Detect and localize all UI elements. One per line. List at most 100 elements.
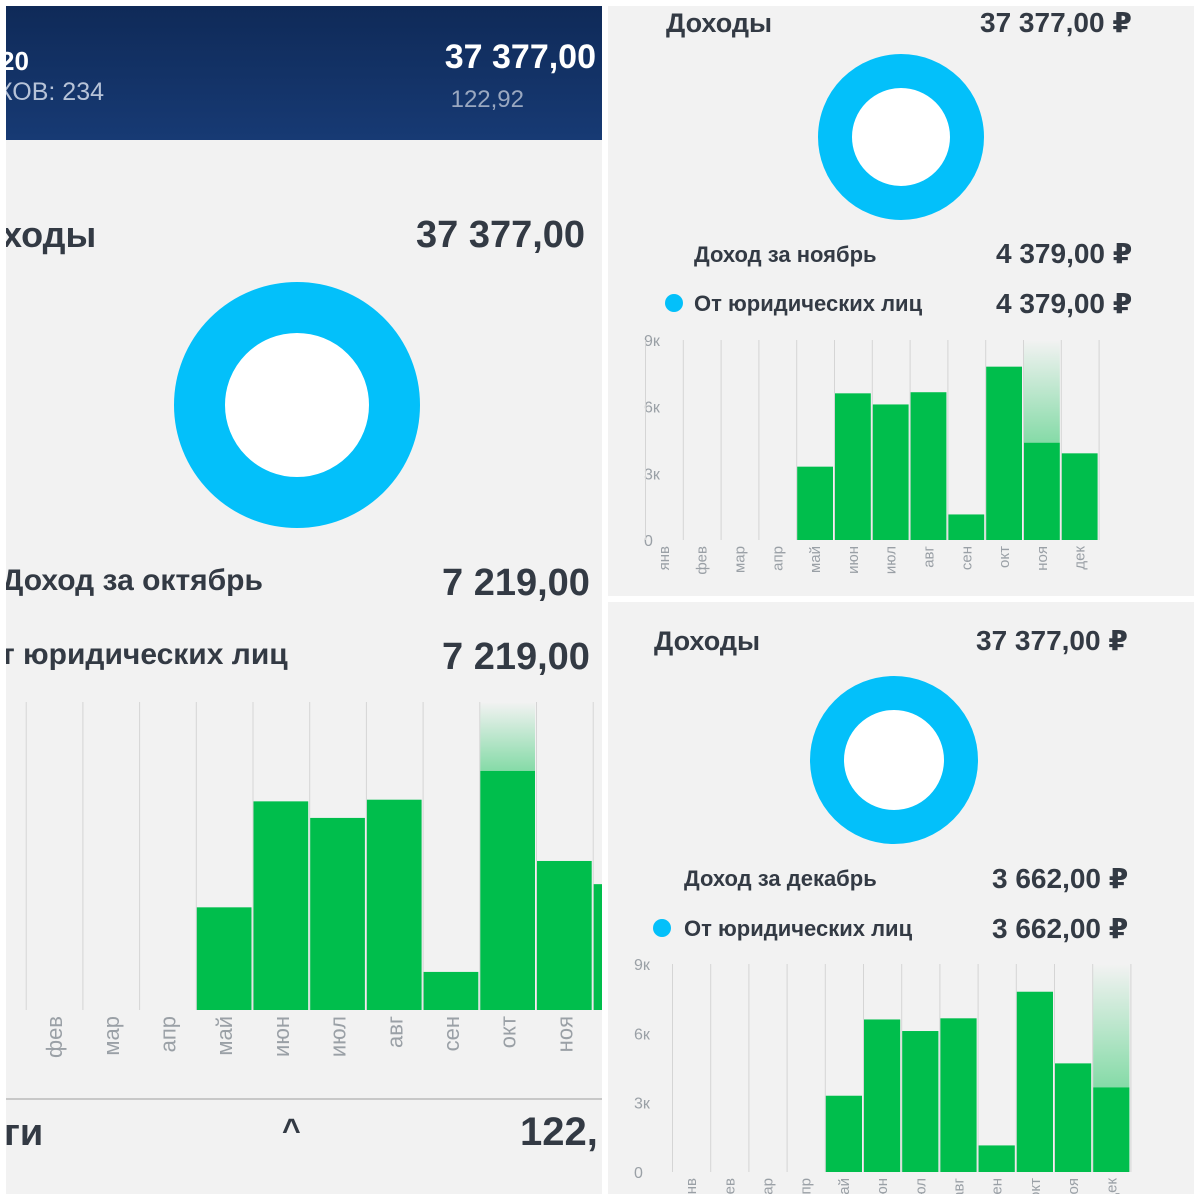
x-tick-label-мар: мар bbox=[760, 1178, 777, 1194]
y-tick-label: 9к bbox=[644, 334, 661, 350]
income-donut-chart[interactable] bbox=[810, 676, 978, 844]
chart-canvas: 0 3к 6к 9к янв фев мар апр май июн июл авг сен окт ноя… bbox=[644, 334, 1100, 575]
x-tick-label-июл: июл bbox=[326, 1016, 351, 1057]
income-donut-chart[interactable] bbox=[818, 54, 984, 220]
x-tick-label-фев: фев bbox=[42, 1016, 67, 1058]
bar-июл[interactable] bbox=[872, 404, 909, 540]
bar-сен[interactable] bbox=[978, 1145, 1015, 1172]
bar-авг[interactable] bbox=[940, 1018, 977, 1172]
x-tick-label-окт: окт bbox=[496, 1016, 521, 1048]
chart-canvas: 0 3к 6к 9к янв фев мар апр май июн июл авг сен окт ноя… bbox=[634, 958, 1132, 1194]
left-screen-panel: 20 КОВ: 234 37 377,00 122,92 ходы 37 377… bbox=[6, 6, 602, 1194]
month-income-label: Доход за октябрь bbox=[6, 564, 263, 597]
legal-entities-label[interactable]: От юридических лиц bbox=[694, 291, 923, 316]
y-tick-label: 9к bbox=[634, 958, 651, 974]
bar-окт[interactable] bbox=[1016, 991, 1053, 1172]
bar-ноя[interactable] bbox=[1055, 1063, 1092, 1172]
legal-entities-value: 4 379,00 ₽ bbox=[996, 288, 1133, 319]
month-income-value: 7 219,00 bbox=[442, 562, 590, 604]
legal-entities-value: 7 219,00 bbox=[442, 636, 590, 678]
bar-июн[interactable] bbox=[835, 393, 871, 540]
x-tick-label-ноя: ноя bbox=[552, 1016, 577, 1052]
y-tick-label: 3к bbox=[634, 1096, 651, 1113]
footer-value: 122, bbox=[520, 1110, 598, 1154]
x-tick-label-окт: окт bbox=[1027, 1178, 1044, 1194]
x-tick-label-мар: мар bbox=[99, 1016, 124, 1056]
bar-июн[interactable] bbox=[253, 801, 309, 1010]
header-left-line1: 20 bbox=[6, 46, 29, 76]
bar-май[interactable] bbox=[825, 1095, 862, 1172]
x-tick-label-окт: окт bbox=[996, 546, 1013, 568]
account-header: 20 КОВ: 234 37 377,00 122,92 bbox=[6, 6, 602, 140]
bar-дек[interactable] bbox=[593, 884, 602, 1010]
y-tick-label: 0 bbox=[634, 1165, 643, 1182]
chevron-up-icon[interactable]: ^ bbox=[282, 1112, 301, 1148]
y-tick-label: 0 bbox=[644, 533, 653, 550]
x-tick-label-апр: апр bbox=[155, 1016, 180, 1052]
header-sub-amount: 122,92 bbox=[450, 86, 524, 113]
income-total: 37 377,00 ₽ bbox=[976, 625, 1128, 656]
bar-окт[interactable] bbox=[480, 770, 535, 1010]
x-tick-label-июн: июн bbox=[874, 1178, 891, 1194]
x-tick-label-июл: июл bbox=[912, 1178, 929, 1194]
legal-entities-label[interactable]: т юридических лиц bbox=[6, 638, 288, 671]
bar-ноя[interactable] bbox=[537, 860, 592, 1010]
x-tick-label-сен: сен bbox=[439, 1016, 464, 1051]
bar-сен[interactable] bbox=[423, 971, 479, 1010]
header-left-line2: КОВ: 234 bbox=[6, 78, 105, 106]
month-income-label: Доход за ноябрь bbox=[694, 242, 877, 267]
x-tick-label-дек: дек bbox=[1103, 1178, 1120, 1194]
bar-июл[interactable] bbox=[902, 1031, 939, 1172]
footer-label: ги bbox=[6, 1112, 44, 1154]
y-tick-label: 3к bbox=[644, 466, 661, 483]
legend-dot-icon bbox=[653, 919, 671, 937]
x-tick-label-янв: янв bbox=[683, 1178, 700, 1194]
selected-month-highlight bbox=[1024, 340, 1060, 443]
x-tick-label-ноя: ноя bbox=[1034, 546, 1051, 571]
bar-май[interactable] bbox=[196, 907, 252, 1010]
bar-авг[interactable] bbox=[366, 799, 422, 1010]
x-tick-label-май: май bbox=[836, 1178, 853, 1194]
bar-ноя[interactable] bbox=[1024, 442, 1060, 540]
bar-авг[interactable] bbox=[910, 392, 947, 540]
x-tick-label-сен: сен bbox=[989, 1178, 1006, 1194]
legal-entities-value: 3 662,00 ₽ bbox=[992, 913, 1129, 944]
x-tick-label-июл: июл bbox=[883, 546, 900, 574]
right-bottom-screen-panel: Доходы 37 377,00 ₽ Доход за декабрь 3 66… bbox=[608, 602, 1194, 1194]
bar-июл[interactable] bbox=[310, 817, 365, 1010]
monthly-income-bar-chart[interactable]: 0 3к 6к 9к янв фев мар апр май июн июл авг сен окт ноя… bbox=[608, 958, 1194, 1194]
bar-июн[interactable] bbox=[864, 1019, 901, 1172]
x-tick-label-май: май bbox=[807, 546, 824, 573]
right-top-screen-panel: Доходы 37 377,00 ₽ Доход за ноябрь 4 379… bbox=[608, 6, 1194, 596]
x-tick-label-авг: авг bbox=[921, 545, 938, 567]
selected-month-highlight bbox=[480, 702, 535, 771]
x-tick-label-авг: авг bbox=[382, 1016, 407, 1048]
x-tick-label-июн: июн bbox=[269, 1016, 294, 1057]
selected-month-highlight bbox=[1093, 964, 1130, 1088]
monthly-income-bar-chart[interactable]: 0 3к 6к 9к янв фев мар апр май июн июл авг сен окт ноя… bbox=[608, 334, 1194, 596]
x-tick-label-июн: июн bbox=[845, 546, 862, 574]
bar-дек[interactable] bbox=[1061, 453, 1098, 540]
x-tick-label-апр: апр bbox=[769, 546, 786, 571]
income-donut-chart[interactable] bbox=[174, 282, 420, 528]
legal-entities-label[interactable]: От юридических лиц bbox=[684, 916, 913, 941]
y-tick-label: 6к bbox=[644, 400, 661, 417]
x-tick-label-мар: мар bbox=[732, 546, 749, 573]
income-title: Доходы bbox=[666, 8, 773, 38]
bar-сен[interactable] bbox=[948, 514, 985, 540]
month-income-label: Доход за декабрь bbox=[684, 866, 877, 891]
income-title: ходы bbox=[6, 214, 97, 255]
bar-окт[interactable] bbox=[986, 366, 1022, 540]
legend-dot-icon bbox=[665, 294, 683, 312]
income-total: 37 377,00 bbox=[416, 214, 586, 256]
x-tick-label-авг: авг bbox=[951, 1177, 968, 1194]
x-tick-label-ноя: ноя bbox=[1065, 1178, 1082, 1194]
income-total: 37 377,00 ₽ bbox=[980, 7, 1132, 38]
bar-май[interactable] bbox=[797, 466, 833, 540]
x-tick-label-апр: апр bbox=[798, 1178, 815, 1194]
bar-дек[interactable] bbox=[1093, 1087, 1130, 1172]
income-title: Доходы bbox=[654, 626, 761, 656]
x-tick-label-май: май bbox=[212, 1016, 237, 1056]
